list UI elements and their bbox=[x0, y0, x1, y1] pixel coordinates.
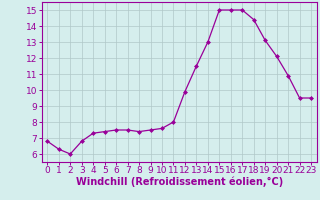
X-axis label: Windchill (Refroidissement éolien,°C): Windchill (Refroidissement éolien,°C) bbox=[76, 177, 283, 187]
